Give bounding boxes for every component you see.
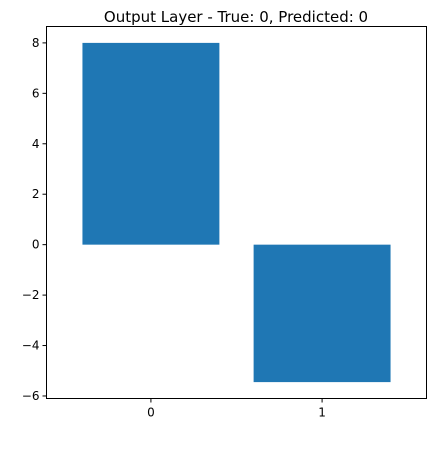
y-tick-label: 6 <box>32 86 40 100</box>
bar-0 <box>82 43 219 245</box>
plot-area: 8 6 4 2 0 −2 −4 −6 0 1 <box>22 36 391 420</box>
bar-1 <box>254 245 391 382</box>
y-tick-label: 4 <box>32 137 40 151</box>
y-tick-label: −4 <box>22 339 40 353</box>
chart-title: Output Layer - True: 0, Predicted: 0 <box>104 8 368 26</box>
y-tick-label: −2 <box>22 288 40 302</box>
y-tick-label: 0 <box>32 238 40 252</box>
y-tick-label: −6 <box>22 389 40 403</box>
y-tick-label: 2 <box>32 187 40 201</box>
x-tick-label: 1 <box>318 406 326 420</box>
x-tick-label: 0 <box>147 406 155 420</box>
y-tick-label: 8 <box>32 36 40 50</box>
